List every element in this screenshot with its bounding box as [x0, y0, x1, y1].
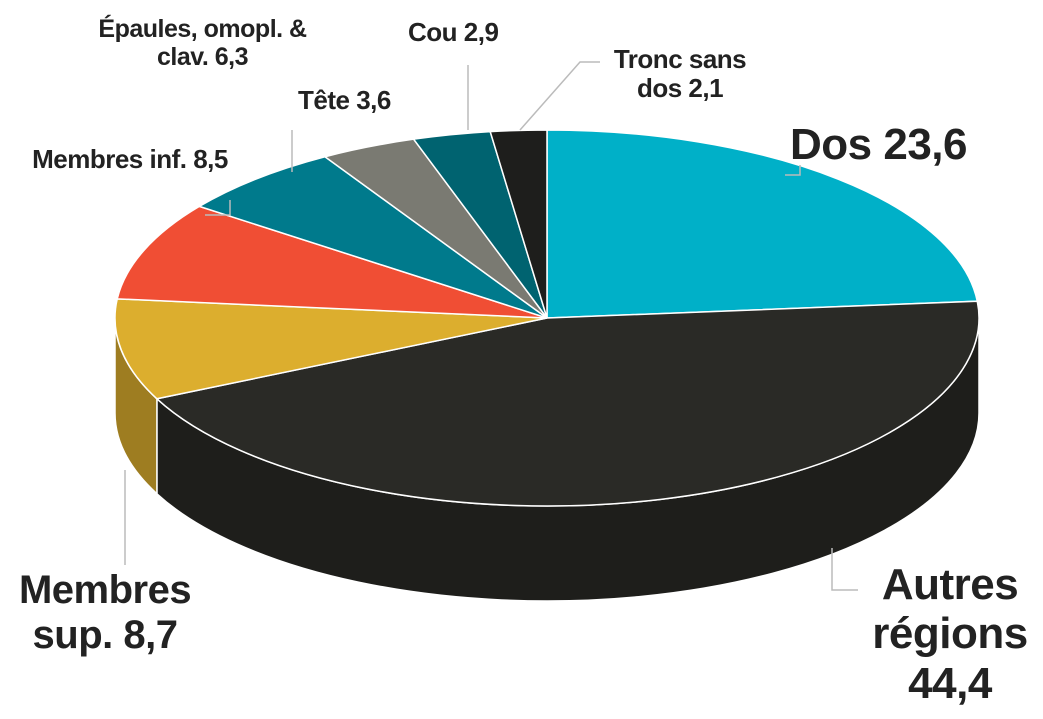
slice-label: Dos 23,6 [790, 120, 1010, 169]
value-label: 6,3 [214, 43, 249, 71]
category-name: Membres sup. [18, 568, 192, 657]
leader-line [519, 61, 600, 131]
leader-line [831, 548, 858, 591]
value-label: 8,5 [193, 144, 228, 174]
value-label: 23,6 [883, 120, 967, 169]
slice-label: Membres sup. 8,7 [5, 568, 205, 658]
slice-label: Épaules, omopl. & clav. 6,3 [95, 15, 310, 71]
slice [489, 129, 548, 319]
slice [114, 298, 548, 400]
slice [197, 155, 548, 319]
category-name: Membres inf. [32, 144, 187, 174]
category-name: Cou [408, 17, 458, 47]
slice-label: Autres régions 44,4 [870, 560, 1030, 708]
slice-label: Cou 2,9 [408, 17, 538, 47]
slice-label: Tronc sans dos 2,1 [590, 44, 770, 104]
slice [546, 129, 979, 319]
leader-line [205, 200, 231, 216]
category-name: Tête [298, 85, 350, 115]
leader-line [785, 165, 801, 176]
value-label: 44,4 [908, 658, 992, 708]
category-name: Épaules, omopl. & clav. [98, 15, 307, 71]
category-name: Dos [790, 120, 872, 169]
value-label: 2,9 [463, 17, 499, 47]
slice [155, 300, 980, 507]
value-label: 2,1 [688, 73, 724, 104]
value-label: 3,6 [356, 85, 391, 115]
value-label: 8,7 [123, 612, 178, 657]
slice-label: Membres inf. 8,5 [25, 144, 235, 174]
category-name: Tronc sans dos [613, 44, 747, 104]
category-name: Autres régions [872, 560, 1028, 659]
slice-label: Tête 3,6 [298, 85, 428, 115]
slice [116, 205, 548, 319]
